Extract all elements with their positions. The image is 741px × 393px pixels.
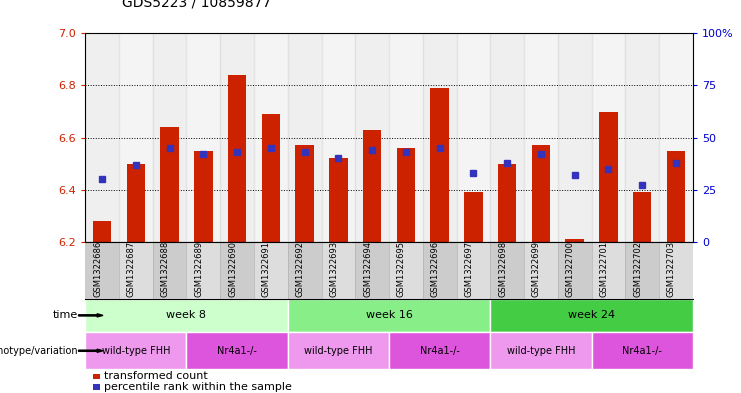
Bar <box>220 33 254 242</box>
Text: wild-type FHH: wild-type FHH <box>507 346 575 356</box>
Text: GSM1322701: GSM1322701 <box>599 241 608 297</box>
Bar <box>591 33 625 242</box>
Bar <box>227 75 247 242</box>
Bar <box>119 33 153 242</box>
Bar <box>464 192 482 242</box>
Bar <box>153 33 187 242</box>
Bar <box>667 151 685 242</box>
Bar <box>633 192 651 242</box>
Bar <box>531 145 551 242</box>
Bar <box>396 148 415 242</box>
Bar <box>625 33 659 242</box>
Text: GSM1322688: GSM1322688 <box>161 241 170 297</box>
Bar <box>423 33 456 242</box>
Text: GSM1322699: GSM1322699 <box>532 241 541 297</box>
Text: GSM1322692: GSM1322692 <box>296 241 305 297</box>
Bar <box>659 33 693 242</box>
Bar <box>363 130 382 242</box>
Text: GDS5223 / 10859877: GDS5223 / 10859877 <box>122 0 271 10</box>
Text: week 24: week 24 <box>568 310 615 320</box>
Text: week 16: week 16 <box>365 310 413 320</box>
Text: GSM1322693: GSM1322693 <box>330 241 339 297</box>
Text: GSM1322703: GSM1322703 <box>667 241 676 297</box>
Bar <box>127 163 145 242</box>
Text: GSM1322689: GSM1322689 <box>194 241 203 297</box>
Bar <box>498 163 516 242</box>
Text: Nr4a1-/-: Nr4a1-/- <box>217 346 257 356</box>
Bar <box>456 33 491 242</box>
Bar <box>93 221 111 242</box>
Text: time: time <box>53 310 78 320</box>
Bar <box>599 112 618 242</box>
Text: GSM1322687: GSM1322687 <box>127 241 136 297</box>
Text: GSM1322694: GSM1322694 <box>363 241 372 297</box>
Bar <box>187 33 220 242</box>
Bar <box>288 33 322 242</box>
Bar <box>524 33 558 242</box>
Text: week 8: week 8 <box>167 310 207 320</box>
Bar <box>322 33 355 242</box>
Bar <box>85 33 119 242</box>
Bar <box>558 33 591 242</box>
Bar <box>491 33 524 242</box>
Text: wild-type FHH: wild-type FHH <box>102 346 170 356</box>
Text: percentile rank within the sample: percentile rank within the sample <box>104 382 293 392</box>
Bar <box>565 239 584 242</box>
Text: GSM1322690: GSM1322690 <box>228 241 237 297</box>
Text: GSM1322691: GSM1322691 <box>262 241 271 297</box>
Text: genotype/variation: genotype/variation <box>0 346 78 356</box>
Text: GSM1322698: GSM1322698 <box>498 241 507 297</box>
Bar <box>389 33 423 242</box>
Bar <box>355 33 389 242</box>
Bar <box>262 114 280 242</box>
Text: Nr4a1-/-: Nr4a1-/- <box>622 346 662 356</box>
Bar <box>431 88 449 242</box>
Text: GSM1322696: GSM1322696 <box>431 241 439 297</box>
Text: GSM1322686: GSM1322686 <box>93 241 102 297</box>
Bar <box>329 158 348 242</box>
Text: GSM1322695: GSM1322695 <box>397 241 406 297</box>
Bar <box>160 127 179 242</box>
Text: GSM1322697: GSM1322697 <box>465 241 473 297</box>
Bar <box>194 151 213 242</box>
Text: Nr4a1-/-: Nr4a1-/- <box>419 346 459 356</box>
Text: GSM1322700: GSM1322700 <box>565 241 575 297</box>
Text: wild-type FHH: wild-type FHH <box>304 346 373 356</box>
Text: transformed count: transformed count <box>104 371 208 382</box>
Text: GSM1322702: GSM1322702 <box>634 241 642 297</box>
Bar <box>254 33 288 242</box>
Bar <box>296 145 314 242</box>
